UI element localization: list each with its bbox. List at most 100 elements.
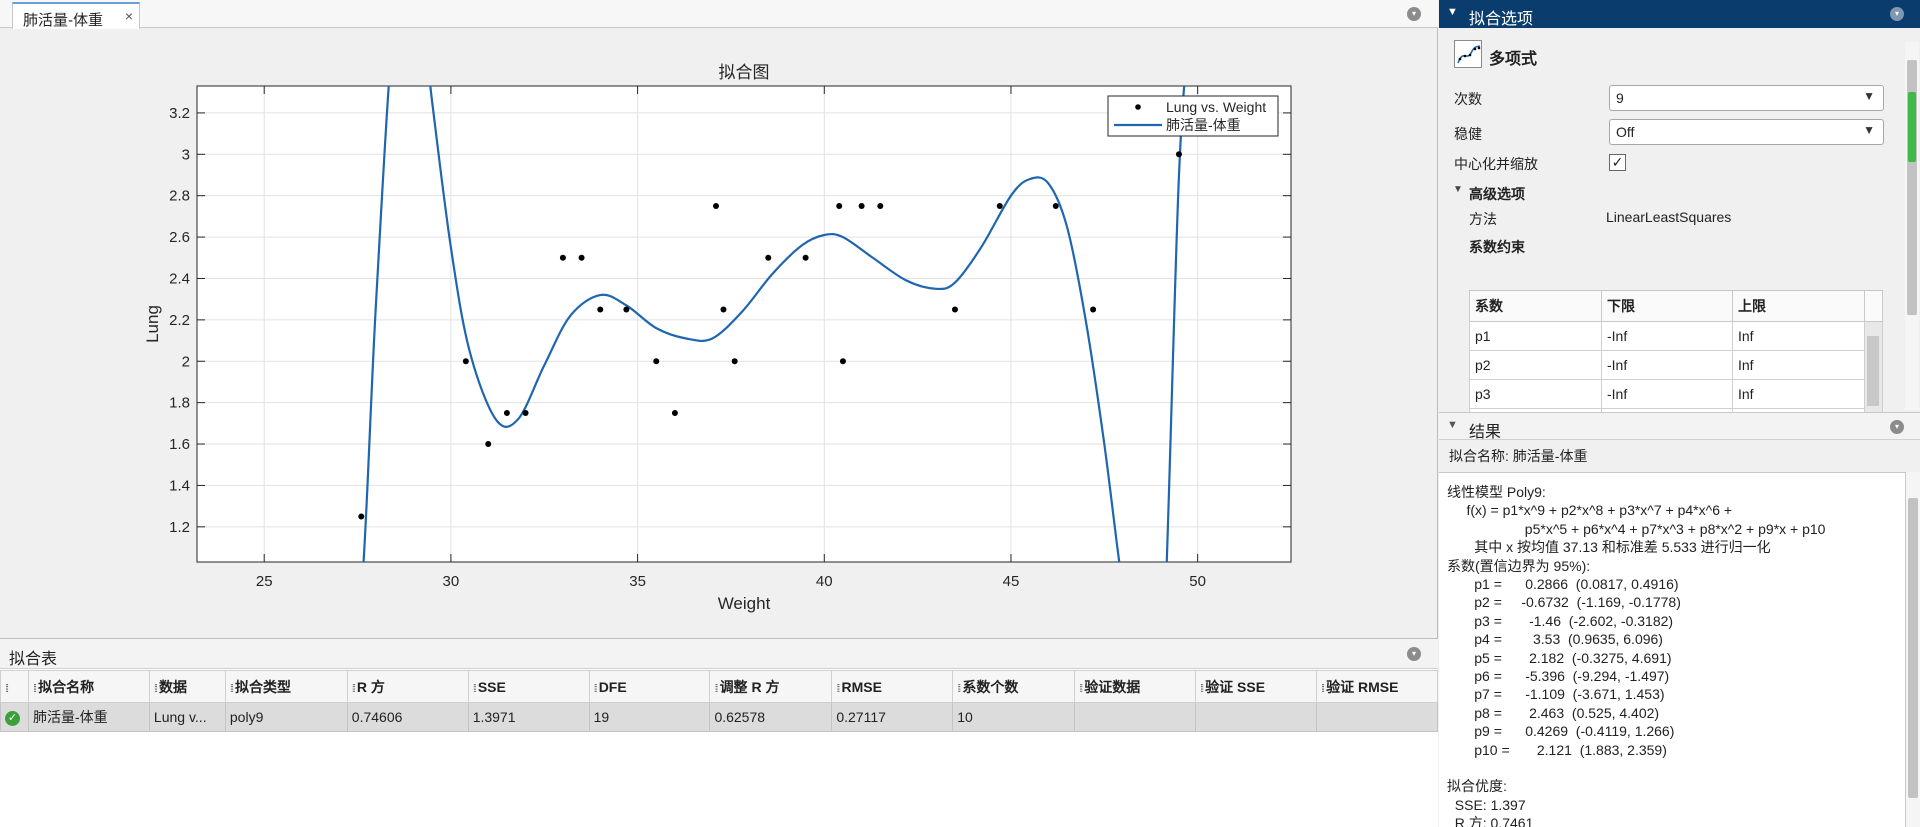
- robust-dropdown[interactable]: Off ▼: [1609, 119, 1884, 145]
- column-header[interactable]: 下限: [1601, 290, 1733, 322]
- legend-label: Lung vs. Weight: [1166, 99, 1266, 115]
- data-point[interactable]: [559, 254, 566, 261]
- expand-icon[interactable]: ▼: [1453, 184, 1463, 195]
- results-text-box[interactable]: 线性模型 Poly9: f(x) = p1*x^9 + p2*x^8 + p3*…: [1439, 472, 1906, 827]
- column-header[interactable]: ⁞⁞ 调整 R 方: [709, 670, 833, 703]
- column-header[interactable]: ⁞⁞ 数据: [148, 670, 226, 703]
- table-cell[interactable]: -Inf: [1601, 321, 1733, 351]
- collapse-icon[interactable]: ▼: [1447, 6, 1458, 18]
- data-point[interactable]: [503, 409, 510, 416]
- close-icon[interactable]: ×: [124, 8, 133, 24]
- document-tab[interactable]: 肺活量-体重 ×: [12, 2, 140, 29]
- table-cell[interactable]: Inf: [1732, 350, 1865, 380]
- fit-options-header[interactable]: ▼ 拟合选项 ▾: [1439, 0, 1920, 28]
- result-line: p1 = 0.2866 (0.0817, 0.4916): [1447, 576, 1679, 592]
- table-cell[interactable]: 0.62578: [709, 702, 833, 732]
- degree-value: 9: [1616, 90, 1624, 106]
- data-point[interactable]: [765, 254, 772, 261]
- advanced-options-label[interactable]: 高级选项: [1469, 186, 1525, 202]
- column-header[interactable]: ⁞⁞ 验证 RMSE: [1315, 670, 1439, 703]
- column-header[interactable]: ⁞⁞ 系数个数: [952, 670, 1076, 703]
- data-point[interactable]: [623, 306, 630, 313]
- result-line: p5 = 2.182 (-0.3275, 4.691): [1447, 649, 1672, 666]
- column-header[interactable]: ⁞⁞ 验证 SSE: [1195, 670, 1317, 703]
- data-point[interactable]: [485, 441, 492, 448]
- options-scrollbar[interactable]: [1905, 42, 1919, 410]
- table-cell[interactable]: 1.3971: [467, 702, 590, 732]
- column-header[interactable]: ⁞⁞ RMSE: [831, 670, 954, 703]
- x-axis-label: Weight: [718, 594, 771, 613]
- table-cell[interactable]: 0.74606: [346, 702, 469, 732]
- fit-options-body: 多项式 次数 9 ▼ 稳健 Off ▼ 中心化并缩放 ✓ ▼ 高级选项 方法 L…: [1439, 28, 1920, 438]
- results-header[interactable]: ▼ 结果 ▾: [1439, 412, 1920, 441]
- constraints-label: 系数约束: [1469, 239, 1525, 255]
- result-line: p9 = 0.4269 (-0.4119, 1.266): [1447, 723, 1675, 740]
- table-cell[interactable]: 0.27117: [831, 702, 954, 732]
- column-header[interactable]: 上限: [1732, 290, 1865, 322]
- data-point[interactable]: [597, 306, 604, 313]
- y-tick-label: 1.8: [169, 395, 190, 412]
- data-point[interactable]: [877, 203, 884, 210]
- table-row[interactable]: ✓ 肺活量-体重 Lung v... poly9 0.74606 1.3971 …: [0, 702, 1439, 732]
- y-tick-label: 1.2: [169, 519, 190, 536]
- fit-curve[interactable]: [350, 29, 1190, 636]
- data-point[interactable]: [731, 358, 738, 365]
- collapse-icon[interactable]: ▼: [1447, 419, 1458, 431]
- panel-menu-icon[interactable]: ▾: [1890, 420, 1904, 434]
- panel-menu-icon[interactable]: ▾: [1890, 7, 1904, 21]
- data-point[interactable]: [720, 306, 727, 313]
- data-point[interactable]: [712, 203, 719, 210]
- table-cell[interactable]: 肺活量-体重: [27, 702, 150, 732]
- polynomial-fit-icon[interactable]: [1454, 40, 1482, 68]
- chevron-down-icon: ▼: [1863, 89, 1875, 103]
- data-point[interactable]: [578, 254, 585, 261]
- data-point[interactable]: [858, 203, 865, 210]
- table-cell[interactable]: Inf: [1732, 321, 1865, 351]
- table-cell[interactable]: Inf: [1732, 379, 1865, 409]
- column-header[interactable]: ⁞⁞ R 方: [346, 670, 469, 703]
- table-cell[interactable]: 19: [588, 702, 711, 732]
- degree-dropdown[interactable]: 9 ▼: [1609, 85, 1884, 111]
- column-header[interactable]: ⁞⁞ SSE: [467, 670, 590, 703]
- data-point[interactable]: [671, 409, 678, 416]
- table-cell[interactable]: Lung v...: [148, 702, 226, 732]
- data-point[interactable]: [839, 358, 846, 365]
- column-header[interactable]: ⁞⁞ DFE: [588, 670, 711, 703]
- data-point[interactable]: [522, 409, 529, 416]
- data-point[interactable]: [358, 513, 365, 520]
- table-cell[interactable]: [1195, 702, 1317, 732]
- data-point[interactable]: [1175, 151, 1182, 158]
- data-point[interactable]: [1090, 306, 1097, 313]
- data-point[interactable]: [802, 254, 809, 261]
- panel-menu-icon[interactable]: ▾: [1407, 7, 1421, 21]
- fit-plot[interactable]: 25 30 35 40 45 50 1.2 1.4 1.6 1.8 2 2.2 2.4 2.6 2.8 3 3.…: [0, 29, 1437, 636]
- column-header[interactable]: ⁞⁞ 拟合类型: [224, 670, 348, 703]
- data-point[interactable]: [462, 358, 469, 365]
- drag-handle-icon[interactable]: ⁞⁞: [0, 670, 29, 703]
- column-header[interactable]: 系数: [1469, 290, 1602, 322]
- data-point[interactable]: [951, 306, 958, 313]
- results-scrollbar[interactable]: [1906, 472, 1920, 827]
- table-cell[interactable]: [1074, 702, 1197, 732]
- y-tick-label: 3.2: [169, 105, 190, 122]
- table-cell[interactable]: -Inf: [1601, 379, 1733, 409]
- fit-table-title: 拟合表: [9, 651, 58, 668]
- column-header[interactable]: ⁞⁞ 拟合名称: [27, 670, 150, 703]
- center-scale-checkbox[interactable]: ✓: [1609, 154, 1626, 171]
- legend-box[interactable]: [1107, 95, 1279, 137]
- column-header[interactable]: ⁞⁞ 验证数据: [1074, 670, 1197, 703]
- data-point[interactable]: [836, 203, 843, 210]
- degree-label: 次数: [1454, 91, 1482, 107]
- legend-label: 肺活量-体重: [1166, 117, 1241, 133]
- table-scrollbar[interactable]: [1864, 321, 1883, 438]
- table-cell[interactable]: -Inf: [1601, 350, 1733, 380]
- table-cell[interactable]: [1315, 702, 1439, 732]
- table-cell[interactable]: 10: [952, 702, 1076, 732]
- table-cell[interactable]: poly9: [224, 702, 348, 732]
- panel-menu-icon[interactable]: ▾: [1407, 647, 1421, 661]
- chevron-down-icon: ▼: [1863, 123, 1875, 137]
- data-point[interactable]: [1052, 203, 1059, 210]
- data-point[interactable]: [996, 203, 1003, 210]
- data-point[interactable]: [653, 358, 660, 365]
